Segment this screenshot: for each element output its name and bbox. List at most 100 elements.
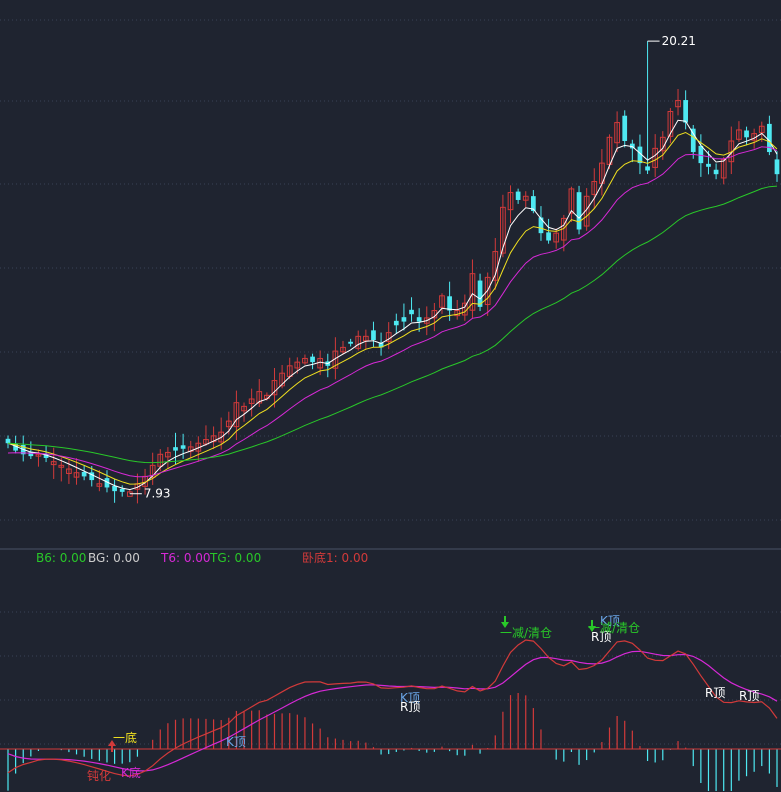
candle-body (173, 447, 178, 451)
signal-reduce-1: 一减/清仓 (500, 626, 552, 640)
up-arrow-icon (108, 740, 116, 752)
candle-body (713, 169, 719, 175)
candle-body (66, 468, 72, 474)
candle-body (667, 111, 674, 137)
candle-body (225, 420, 232, 428)
legend-wodi: 卧底1: 0.00 (302, 550, 368, 565)
grid-lines (0, 19, 781, 745)
signal-yidi: 一底 (113, 730, 137, 745)
candle-body (675, 99, 681, 108)
candle-body (629, 143, 635, 149)
moving-average-lines (7, 119, 778, 491)
candle-body (416, 317, 422, 322)
signal-dunhua: 钝化 (87, 769, 111, 783)
candle-body (774, 159, 780, 175)
candle-body (622, 115, 628, 141)
down-arrow-icon (501, 616, 509, 628)
candle-body (690, 128, 696, 153)
high-price-label: 20.21 (662, 34, 696, 48)
candle-body (13, 444, 18, 451)
candle-body (58, 464, 65, 468)
candle-body (683, 100, 688, 123)
candle-body (203, 439, 209, 445)
candle-body (720, 158, 727, 179)
candle-body (546, 232, 551, 241)
candle-body (104, 478, 110, 488)
candle-body (5, 438, 11, 444)
candle-body (401, 317, 407, 322)
candle-body (180, 445, 186, 449)
signal-labels: 一底 钝化 K底 K顶 K顶 R顶 一减/清仓 K顶 R顶 一减/清仓 R顶 R… (87, 614, 759, 783)
candle-body (522, 195, 529, 201)
candle-body (378, 342, 384, 348)
signal-r-top-4: R顶 (739, 689, 759, 703)
candle-body (576, 192, 582, 230)
ma-green-line (7, 185, 778, 464)
candle-body (538, 217, 544, 234)
legend-bg: BG: 0.00 (88, 551, 140, 565)
candles-layer (5, 41, 780, 504)
candle-body (447, 296, 452, 311)
candle-body (81, 471, 87, 477)
candle-body (119, 488, 125, 492)
candle-body (530, 196, 536, 212)
signal-r-top-3: R顶 (705, 686, 725, 700)
signal-k-top-1: K顶 (226, 735, 246, 749)
candle-body (28, 451, 34, 457)
candle-body (393, 320, 399, 326)
candle-body (302, 357, 308, 364)
low-price-label: 7.93 (144, 487, 171, 501)
down-arrow-icon (588, 620, 596, 632)
candle-body (165, 451, 171, 458)
candle-body (706, 163, 711, 167)
signal-k-top-3: K顶 (600, 614, 620, 628)
candle-body (583, 195, 590, 227)
candle-body (637, 146, 643, 164)
candle-body (744, 130, 749, 138)
legend-t6: T6: 0.00 (160, 551, 211, 565)
candle-body (248, 398, 255, 404)
candle-body (348, 341, 353, 344)
signal-reduce-2: 一减/清仓 (588, 621, 640, 635)
ma-white-line (7, 119, 778, 491)
candle-body (340, 346, 346, 353)
candle-body (515, 191, 521, 200)
dif-line (7, 639, 778, 777)
candle-body (294, 361, 301, 369)
candle-body (371, 330, 376, 341)
indicator-legend: B6: 0.00 BG: 0.00 T6: 0.00 TG: 0.00 卧底1:… (36, 550, 368, 565)
signal-k-bottom: K底 (121, 765, 141, 780)
candle-body (591, 181, 598, 195)
candle-body (112, 485, 117, 492)
signal-k-top-2: K顶 (400, 691, 420, 705)
candle-body (271, 380, 278, 396)
candle-body (477, 280, 483, 307)
legend-tg: TG: 0.00 (209, 551, 261, 565)
candle-body (89, 472, 95, 481)
ma-yellow-line (7, 131, 778, 485)
candle-body (614, 122, 620, 144)
candle-body (568, 188, 575, 214)
candle-body (310, 356, 315, 363)
candle-body (149, 464, 156, 478)
oscillator-panel (0, 639, 781, 791)
signal-arrows (108, 616, 596, 752)
signal-r-top-2: R顶 (591, 630, 611, 644)
candle-body (645, 166, 650, 171)
candle-body (484, 276, 491, 306)
candle-body (96, 483, 103, 487)
legend-b6: B6: 0.00 (36, 551, 86, 565)
candle-body (73, 472, 80, 478)
signal-r-top-1: R顶 (400, 700, 420, 714)
candle-body (767, 123, 772, 153)
ma-magenta-line (7, 146, 778, 478)
candle-body (233, 402, 240, 428)
candle-body (409, 309, 414, 315)
candle-body (256, 391, 263, 404)
price-annotations: 20.21 7.93 (129, 34, 696, 501)
candle-body (469, 273, 476, 311)
dea-line (7, 650, 778, 772)
candle-body (698, 145, 704, 164)
candle-body (35, 453, 42, 457)
candle-body (218, 431, 225, 443)
